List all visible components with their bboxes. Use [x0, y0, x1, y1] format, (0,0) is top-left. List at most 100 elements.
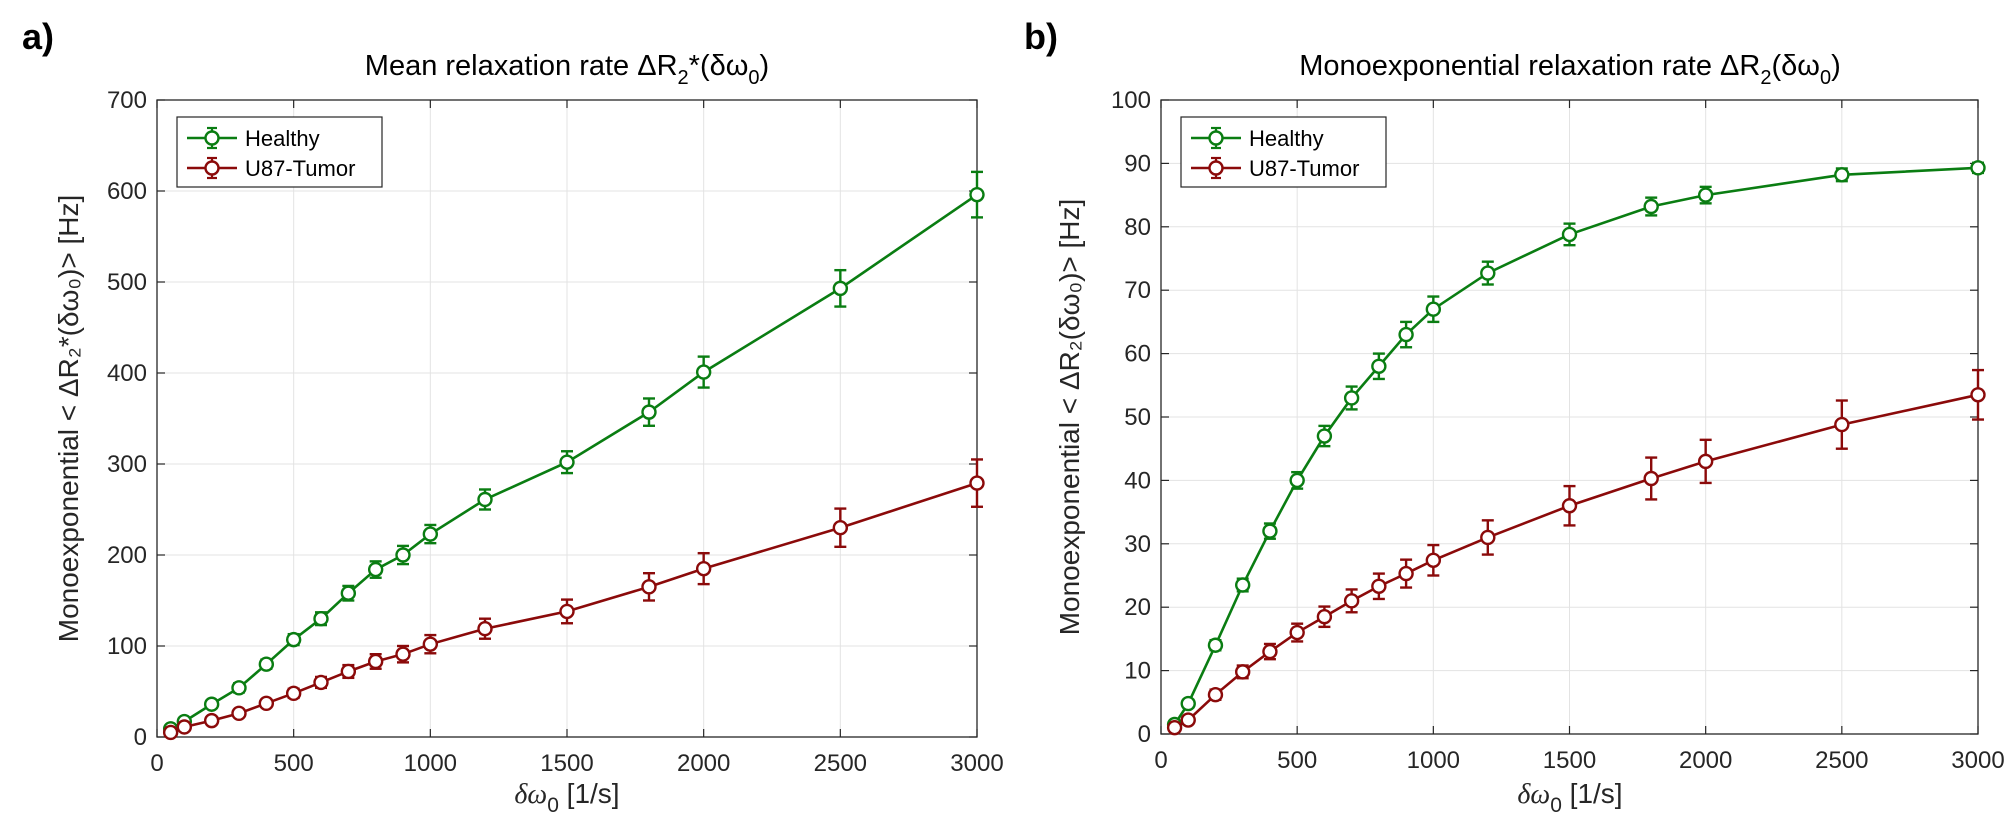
- data-point: [1316, 428, 1333, 444]
- x-tick-label: 1500: [540, 750, 593, 777]
- legend: Healthy U87-Tumor: [176, 116, 383, 188]
- panel-a-letter: a): [22, 16, 55, 57]
- data-point: [203, 712, 220, 729]
- y-axis-label: Monoexponential < ΔR₂*(δω₀)> [Hz]: [53, 195, 84, 643]
- x-tick-label: 0: [1154, 747, 1167, 774]
- legend-entry: U87-Tumor: [187, 156, 355, 181]
- legend-label: Healthy: [1249, 126, 1324, 151]
- xlabel-main: δω: [514, 779, 547, 810]
- y-tick-label: 30: [1124, 531, 1151, 558]
- data-point: [559, 454, 575, 470]
- data-point: [832, 280, 849, 297]
- data-point: [395, 646, 411, 662]
- x-axis-label: δω0 [1/s]: [514, 778, 619, 817]
- y-tick-label: 20: [1124, 594, 1151, 621]
- x-tick-label: 1000: [404, 750, 457, 777]
- data-point: [1398, 565, 1414, 582]
- data-point: [1561, 498, 1578, 514]
- series-healthy: [1166, 160, 1986, 733]
- data-point: [695, 560, 712, 577]
- data-point: [1371, 578, 1387, 594]
- data-point: [1166, 719, 1183, 736]
- title-end: ): [1831, 50, 1841, 82]
- x-tick-label: 2500: [814, 750, 867, 777]
- y-tick-label: 0: [134, 724, 147, 751]
- data-point: [395, 547, 411, 563]
- legend-label: Healthy: [245, 126, 320, 151]
- title-tail: *(δω: [689, 50, 749, 82]
- x-tick-label: 3000: [1951, 747, 2004, 774]
- data-point: [422, 526, 439, 542]
- legend-entry: Healthy: [1191, 126, 1324, 151]
- y-tick-label: 80: [1124, 214, 1151, 241]
- y-tick-label: 200: [107, 542, 147, 569]
- data-point: [367, 653, 384, 670]
- data-point: [477, 491, 493, 508]
- y-tick-label: 100: [1111, 87, 1151, 114]
- title-main: Monoexponential relaxation rate ΔR: [1299, 50, 1760, 82]
- panel-b-letter: b): [1024, 16, 1058, 57]
- data-point: [969, 475, 985, 491]
- data-point: [231, 705, 247, 722]
- title-sub2: 0: [1820, 67, 1831, 89]
- data-point: [1834, 167, 1850, 183]
- data-point: [1697, 187, 1714, 203]
- series-tumor: [162, 458, 985, 741]
- data-point: [258, 656, 275, 672]
- data-point: [1262, 643, 1278, 660]
- data-point: [1207, 637, 1224, 653]
- xlabel-main: δω: [1517, 779, 1550, 810]
- data-point: [1180, 712, 1196, 728]
- data-point: [1480, 529, 1496, 546]
- data-point: [162, 724, 179, 741]
- y-tick-label: 500: [107, 269, 147, 296]
- x-tick-label: 1000: [1407, 747, 1460, 774]
- data-point: [1207, 686, 1224, 703]
- y-tick-label: 300: [107, 451, 147, 478]
- data-point: [1480, 265, 1496, 281]
- data-point: [832, 520, 849, 536]
- title-sub: 2: [1760, 67, 1771, 89]
- y-tick-label: 600: [107, 178, 147, 205]
- data-point: [695, 364, 712, 380]
- data-point: [1425, 301, 1442, 317]
- data-point: [203, 696, 220, 712]
- data-point: [1425, 552, 1442, 568]
- x-tick-label: 0: [150, 750, 163, 777]
- data-point: [1643, 198, 1659, 215]
- data-point: [1262, 523, 1278, 539]
- y-axis-label: Monoexponential < ΔR₂(δω₀)> [Hz]: [1054, 199, 1085, 636]
- x-tick-label: 3000: [950, 750, 1003, 777]
- legend-marker: [1208, 130, 1224, 146]
- chart-a: 0 500 1000 1500 2000 2500 30000100200300400500…: [53, 50, 1004, 817]
- data-point: [422, 636, 439, 652]
- y-tick-label: 0: [1138, 721, 1151, 748]
- data-point: [1180, 695, 1196, 712]
- data-point: [1289, 472, 1305, 489]
- data-point: [641, 579, 657, 595]
- title-tail: (δω: [1771, 50, 1819, 82]
- panel-a: a) 0 500 1000 1500 2000 2500 3000 0 100 200 300 400…: [0, 0, 1004, 829]
- data-point: [969, 186, 985, 203]
- data-point: [1398, 326, 1414, 343]
- legend-label: U87-Tumor: [245, 156, 355, 181]
- data-point: [1343, 593, 1360, 609]
- y-tick-label: 40: [1124, 467, 1151, 494]
- y-tick-label: 70: [1124, 277, 1151, 304]
- x-tick-label: 500: [1277, 747, 1317, 774]
- xlabel-tail: [1/s]: [559, 778, 620, 809]
- chart-title: Monoexponential relaxation rate ΔR2(δω0): [1299, 50, 1840, 89]
- title-sub: 2: [678, 67, 689, 89]
- chart-b: 0 500 1000 1500 2000 2500 30000102030405060708…: [1054, 50, 2005, 817]
- y-tick-label: 10: [1124, 658, 1151, 685]
- x-tick-label: 500: [274, 750, 314, 777]
- data-point: [1371, 358, 1387, 374]
- y-tick-label: 100: [107, 633, 147, 660]
- y-tick-label: 60: [1124, 341, 1151, 368]
- data-point: [1643, 470, 1659, 487]
- data-point: [340, 585, 357, 601]
- data-point: [1289, 624, 1305, 641]
- data-point: [1234, 664, 1251, 680]
- xlabel-sub: 0: [547, 794, 559, 817]
- data-point: [641, 404, 657, 420]
